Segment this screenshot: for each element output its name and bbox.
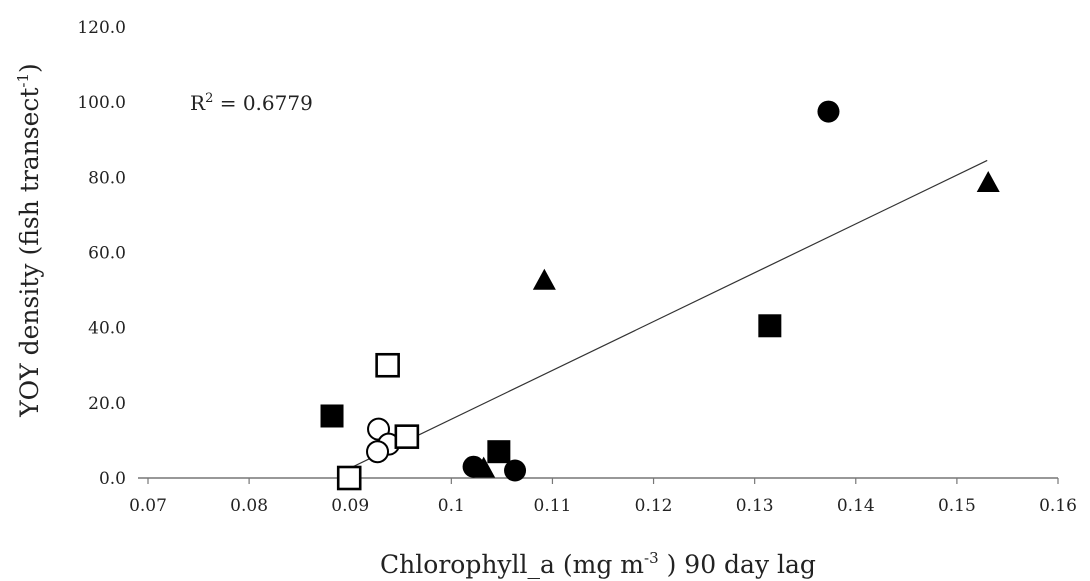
y-tick-label: 40.0 <box>88 319 126 339</box>
trendline <box>344 159 988 472</box>
x-tick-label: 0.09 <box>331 496 369 516</box>
y-tick-label: 80.0 <box>88 168 126 188</box>
filled-circle-point <box>817 100 840 123</box>
trendline-group <box>344 159 988 472</box>
y-tick-label: 60.0 <box>88 244 126 264</box>
r-squared-superscript: 2 <box>205 91 213 106</box>
x-axis-title-tail: ) 90 day lag <box>659 550 816 579</box>
y-axis-title-superscript: -1 <box>14 73 32 88</box>
open-square-point <box>336 465 362 491</box>
r-squared-value: = 0.6779 <box>213 91 312 115</box>
x-tick-label: 0.15 <box>938 496 976 516</box>
x-tick-label: 0.07 <box>129 496 167 516</box>
x-tick-label: 0.16 <box>1039 496 1077 516</box>
x-axis-title-superscript: -3 <box>644 549 659 567</box>
open-square-point <box>375 352 400 378</box>
data-points <box>320 100 1000 491</box>
y-axis-title-main: YOY density (fish transect <box>15 88 44 418</box>
x-axis-ticks: 0.07 0.08 0.09 0.1 0.11 0.12 0.13 0.14 0.15 0.16 <box>129 478 1077 516</box>
y-axis-ticks: 0.0 20.0 40.0 60.0 80.0 100.0 120.0 <box>77 18 126 489</box>
filled-circle-point <box>504 459 527 482</box>
filled-square-point <box>487 440 511 464</box>
x-tick-label: 0.08 <box>230 496 268 516</box>
x-tick-label: 0.12 <box>635 496 673 516</box>
x-tick-label: 0.1 <box>438 496 465 516</box>
filled-square-point <box>758 314 782 338</box>
y-tick-label: 120.0 <box>77 18 126 38</box>
y-tick-label: 0.0 <box>99 469 126 489</box>
open-circle-point <box>366 440 390 464</box>
filled-triangle-point <box>532 268 556 290</box>
open-square-point <box>394 424 420 449</box>
x-axis-title-main: Chlorophyll_a (mg m <box>380 550 644 579</box>
y-tick-label: 20.0 <box>88 394 126 414</box>
x-tick-label: 0.11 <box>534 496 572 516</box>
y-tick-label: 100.0 <box>77 93 126 113</box>
x-tick-label: 0.13 <box>736 496 774 516</box>
x-axis-title: Chlorophyll_a (mg m-3 ) 90 day lag <box>380 549 816 579</box>
r-squared-letter: R <box>190 91 206 115</box>
y-axis-title: YOY density (fish transect-1) <box>14 63 44 418</box>
x-tick-label: 0.14 <box>837 496 875 516</box>
filled-triangle-point <box>976 170 1000 192</box>
filled-square-point <box>320 404 344 428</box>
r-squared-annotation: R2 = 0.6779 <box>190 91 313 115</box>
filled-triangle-point <box>472 456 496 478</box>
y-axis-title-tail: ) <box>15 63 44 73</box>
